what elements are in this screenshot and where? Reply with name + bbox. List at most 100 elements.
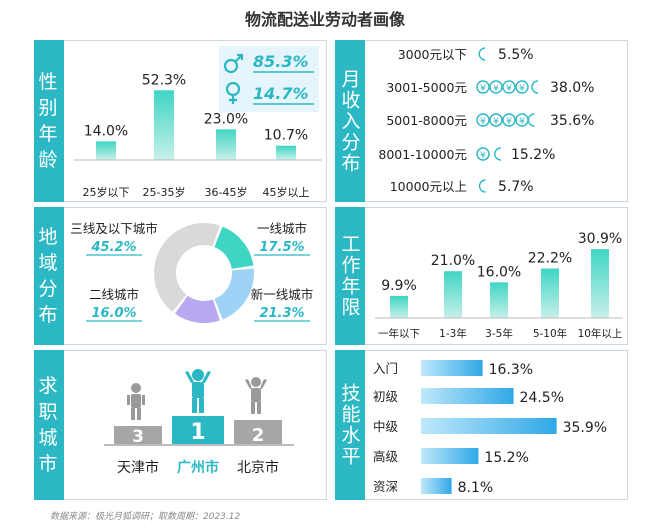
tenure-bar bbox=[390, 295, 408, 318]
skill-category-label: 入门 bbox=[373, 361, 398, 376]
footer-source: 数据来源：极光月狐调研；取数周期：2023.12 bbox=[50, 512, 241, 522]
tenure-bar bbox=[444, 271, 462, 318]
city-third: 天津市 bbox=[117, 459, 159, 476]
income-value-label: 38.0% bbox=[550, 80, 594, 96]
podium-graphic: 3 1 2 天津市 广州市 北京市 bbox=[104, 369, 294, 476]
city-tab-label: 求职城市 bbox=[38, 375, 60, 475]
tenure-tab-label: 工作年限 bbox=[338, 234, 361, 318]
city-second: 北京市 bbox=[237, 459, 279, 476]
skill-bar bbox=[421, 418, 557, 434]
yuan-coin-icon bbox=[478, 179, 486, 193]
tenure-panel bbox=[335, 207, 628, 345]
skill-category-label: 初级 bbox=[373, 389, 399, 404]
region-value-label: 21.3% bbox=[259, 306, 304, 321]
tenure-chart: 9.9% 一年以下 21.0% 1-3年 16.0% 3-5年 22.2% 5-10年 30.9… bbox=[375, 231, 623, 340]
svg-text:¥: ¥ bbox=[519, 117, 525, 127]
age-category-label: 25-35岁 bbox=[143, 185, 186, 199]
female-percent: 14.7% bbox=[253, 84, 309, 103]
tenure-value-label: 30.9% bbox=[578, 231, 622, 247]
tenure-value-label: 16.0% bbox=[477, 264, 521, 280]
podium-block-third bbox=[114, 426, 162, 444]
income-value-label: 5.7% bbox=[498, 179, 534, 195]
income-category-label: 10000元以上 bbox=[390, 179, 467, 194]
age-bar bbox=[276, 145, 296, 160]
region-tab: 地域分布 bbox=[34, 207, 64, 345]
age-bar bbox=[216, 129, 236, 160]
skill-value-label: 8.1% bbox=[458, 480, 494, 496]
region-tab-label: 地域分布 bbox=[38, 226, 60, 326]
skill-chart: 入门 16.3% 初级 24.5% 中级 35.9% 高级 15.2% 资深 8.1% bbox=[373, 360, 607, 496]
age-bar bbox=[96, 141, 116, 160]
region-slice bbox=[214, 226, 254, 269]
male-percent: 85.3% bbox=[253, 52, 309, 71]
income-tab: 月收入分布 bbox=[335, 40, 365, 202]
podium-block-second bbox=[234, 420, 282, 444]
tenure-value-label: 22.2% bbox=[528, 251, 572, 267]
svg-text:¥: ¥ bbox=[480, 151, 486, 161]
region-value-label: 45.2% bbox=[90, 240, 136, 255]
income-tab-label: 月收入分布 bbox=[338, 68, 361, 174]
person-icon-third bbox=[127, 383, 145, 420]
income-value-label: 5.5% bbox=[498, 47, 534, 63]
tenure-category-label: 5-10年 bbox=[533, 327, 567, 340]
region-category-label: 二线城市 bbox=[89, 287, 139, 302]
age-value-label: 23.0% bbox=[204, 111, 248, 127]
skill-value-label: 15.2% bbox=[484, 450, 528, 466]
income-category-label: 5001-8000元 bbox=[386, 113, 467, 128]
yuan-coin-icon: ¥ bbox=[489, 80, 503, 94]
yuan-coin-icon: ¥ bbox=[515, 113, 529, 127]
tenure-tab: 工作年限 bbox=[335, 207, 365, 345]
yuan-coin-icon bbox=[494, 147, 501, 161]
tenure-bar bbox=[541, 268, 559, 318]
gender-age-tab-label: 性别年龄 bbox=[38, 71, 60, 171]
svg-text:¥: ¥ bbox=[506, 117, 512, 127]
city-first: 广州市 bbox=[177, 459, 219, 476]
svg-text:¥: ¥ bbox=[480, 117, 486, 127]
yuan-coin-icon bbox=[527, 113, 535, 127]
age-value-label: 52.3% bbox=[142, 72, 186, 88]
yuan-coin-icon: ¥ bbox=[515, 80, 529, 94]
yuan-coin-icon: ¥ bbox=[489, 113, 503, 127]
region-category-label: 新一线城市 bbox=[251, 287, 314, 302]
podium-rank-first: 1 bbox=[190, 420, 205, 445]
svg-text:¥: ¥ bbox=[493, 84, 499, 94]
svg-text:¥: ¥ bbox=[493, 117, 499, 127]
skill-bar bbox=[421, 448, 479, 464]
skill-bar bbox=[421, 478, 452, 494]
income-category-label: 3001-5000元 bbox=[386, 80, 467, 95]
region-category-label: 三线及以下城市 bbox=[70, 221, 158, 236]
female-symbol-icon bbox=[225, 81, 241, 104]
region-chart: 三线及以下城市 45.2% 一线城市 17.5% 新一线城市 21.3% 二线城市 16.0% bbox=[70, 221, 314, 323]
yuan-coin-icon: ¥ bbox=[502, 80, 516, 94]
age-value-label: 14.0% bbox=[84, 123, 128, 139]
yuan-coin-icon bbox=[531, 80, 539, 94]
person-icon-first bbox=[185, 369, 211, 413]
skill-category-label: 资深 bbox=[373, 479, 398, 494]
region-slice bbox=[154, 223, 220, 312]
svg-text:¥: ¥ bbox=[506, 84, 512, 94]
age-value-label: 10.7% bbox=[264, 128, 308, 144]
tenure-category-label: 一年以下 bbox=[378, 327, 420, 340]
region-value-label: 17.5% bbox=[259, 240, 304, 255]
city-tab: 求职城市 bbox=[34, 350, 64, 500]
skill-category-label: 高级 bbox=[373, 449, 399, 464]
yuan-coin-icon: ¥ bbox=[476, 113, 490, 127]
svg-text:¥: ¥ bbox=[480, 84, 486, 94]
yuan-coin-icon: ¥ bbox=[502, 113, 516, 127]
tenure-bar bbox=[490, 282, 508, 318]
income-chart: 3000元以下 5.5% 3001-5000元 ¥ ¥ ¥ ¥38.0% 5001-8000元… bbox=[378, 47, 594, 195]
age-bar bbox=[154, 90, 174, 160]
male-symbol-icon bbox=[223, 53, 244, 74]
podium-rank-second: 2 bbox=[252, 425, 265, 446]
income-value-label: 15.2% bbox=[511, 147, 555, 163]
podium-rank-third: 3 bbox=[132, 427, 144, 447]
age-category-label: 25岁以下 bbox=[83, 185, 130, 199]
age-category-label: 45岁以上 bbox=[263, 185, 310, 199]
yuan-coin-icon: ¥ bbox=[476, 80, 490, 94]
tenure-category-label: 3-5年 bbox=[485, 327, 513, 340]
tenure-category-label: 10年以上 bbox=[578, 327, 623, 340]
region-slice bbox=[214, 268, 254, 320]
tenure-value-label: 21.0% bbox=[431, 253, 475, 269]
tenure-value-label: 9.9% bbox=[381, 278, 417, 294]
age-chart: 85.3% 14.7% 14.0% 25岁以下 52.3% 25-35岁 23.0% 36… bbox=[74, 46, 322, 199]
